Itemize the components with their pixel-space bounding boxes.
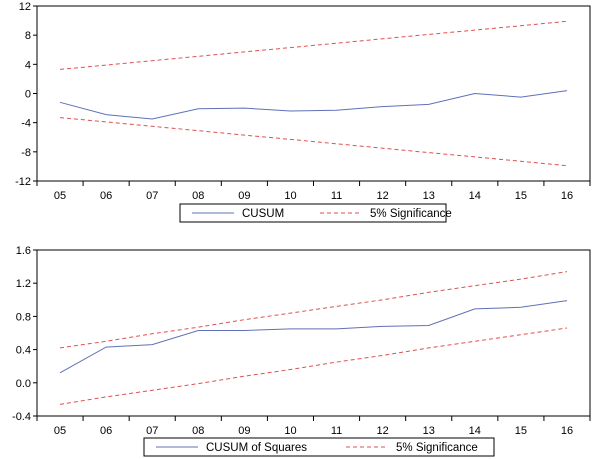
x-tick-label: 13 (423, 190, 435, 202)
y-tick-label: 0.8 (16, 311, 31, 323)
legend: CUSUM 5% Significance (179, 203, 452, 223)
legend-frame (179, 203, 447, 223)
y-tick-label: -4 (21, 118, 31, 130)
y-tick-label: 1.6 (16, 245, 31, 257)
x-tick-label: 09 (238, 425, 250, 437)
x-tick-label: 15 (515, 190, 527, 202)
plot-frame (36, 249, 591, 417)
series-line-3 (59, 117, 568, 167)
x-tick-label: 15 (515, 425, 527, 437)
y-tick-label: 12 (19, 1, 31, 13)
x-tick-label: 11 (331, 190, 342, 202)
x-tick-label: 06 (100, 425, 112, 437)
x-tick-label: 16 (561, 190, 573, 202)
y-tick-label: -8 (21, 147, 31, 159)
x-tick-label: 10 (284, 190, 296, 202)
x-tick-label: 09 (238, 190, 250, 202)
series-line-2 (59, 20, 568, 70)
plot-frame (36, 5, 591, 182)
series-line-1 (59, 90, 568, 120)
series-line-1 (59, 300, 568, 374)
series-line-2 (59, 271, 568, 349)
x-tick-label: 07 (146, 425, 158, 437)
y-tick-label: 0.4 (16, 345, 31, 357)
x-tick-label: 12 (377, 190, 389, 202)
y-tick-label: 1.2 (16, 278, 31, 290)
legend-frame (143, 437, 495, 457)
x-tick-label: 08 (192, 190, 204, 202)
x-tick-label: 05 (54, 425, 66, 437)
y-tick-label: 0 (25, 89, 31, 101)
x-tick-label: 07 (146, 190, 158, 202)
legend-label: 5% Significance (370, 208, 452, 220)
y-tick-label: 0.0 (16, 378, 31, 390)
x-tick-label: 13 (423, 425, 435, 437)
y-tick-label: 8 (25, 30, 31, 42)
y-tick-label: -12 (15, 176, 31, 188)
x-tick-label: 11 (331, 425, 342, 437)
chart-2: -0.4 0.0 0.4 0.8 1.2 1.6 05 06 07 08 09 10 11 12 13 14 1… (12, 245, 591, 457)
x-tick-label: 10 (284, 425, 296, 437)
series-line-3 (59, 327, 568, 405)
legend: CUSUM of Squares 5% Significance (143, 437, 495, 457)
legend-label: CUSUM of Squares (206, 442, 307, 454)
x-tick-label: 12 (377, 425, 389, 437)
legend-label: CUSUM (242, 208, 284, 220)
y-tick-label: -0.4 (12, 411, 31, 423)
x-tick-label: 16 (561, 425, 573, 437)
y-tick-label: 4 (25, 59, 31, 71)
x-tick-label: 05 (54, 190, 66, 202)
legend-label: 5% Significance (396, 442, 478, 454)
chart-1: -12 -8 -4 0 4 8 12 05 06 07 08 09 10 11 12 13 14 15 16 CUSU… (15, 1, 591, 223)
x-tick-label: 06 (100, 190, 112, 202)
x-tick-label: 08 (192, 425, 204, 437)
x-tick-label: 14 (469, 190, 481, 202)
x-tick-label: 14 (469, 425, 481, 437)
